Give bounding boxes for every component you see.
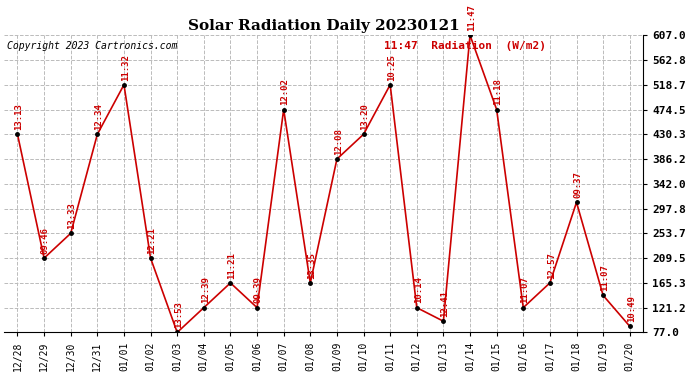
Text: 11:07: 11:07 — [520, 277, 529, 303]
Text: 12:39: 12:39 — [201, 277, 210, 303]
Text: 11:07: 11:07 — [600, 264, 609, 291]
Text: 10:25: 10:25 — [387, 54, 396, 81]
Text: 12:02: 12:02 — [281, 78, 290, 105]
Text: 13:20: 13:20 — [360, 103, 369, 130]
Text: 12:41: 12:41 — [440, 290, 449, 317]
Text: 09:46: 09:46 — [41, 227, 50, 254]
Text: 13:53: 13:53 — [174, 302, 183, 328]
Text: 13:35: 13:35 — [307, 252, 316, 279]
Text: 09:37: 09:37 — [573, 171, 582, 198]
Text: 11:47  Radiation  (W/m2): 11:47 Radiation (W/m2) — [384, 41, 546, 51]
Text: 12:21: 12:21 — [148, 227, 157, 254]
Text: 11:18: 11:18 — [493, 78, 502, 105]
Text: 10:14: 10:14 — [414, 277, 423, 303]
Text: 13:33: 13:33 — [68, 202, 77, 229]
Text: 11:32: 11:32 — [121, 54, 130, 81]
Text: 12:57: 12:57 — [546, 252, 555, 279]
Text: 12:34: 12:34 — [95, 103, 103, 130]
Text: 12:08: 12:08 — [334, 128, 343, 155]
Text: Copyright 2023 Cartronics.com: Copyright 2023 Cartronics.com — [8, 41, 178, 51]
Text: 13:13: 13:13 — [14, 103, 23, 130]
Text: 11:21: 11:21 — [227, 252, 237, 279]
Text: 09:39: 09:39 — [254, 277, 263, 303]
Text: 10:49: 10:49 — [627, 295, 635, 322]
Text: 11:47: 11:47 — [467, 4, 476, 31]
Title: Solar Radiation Daily 20230121: Solar Radiation Daily 20230121 — [188, 19, 460, 33]
